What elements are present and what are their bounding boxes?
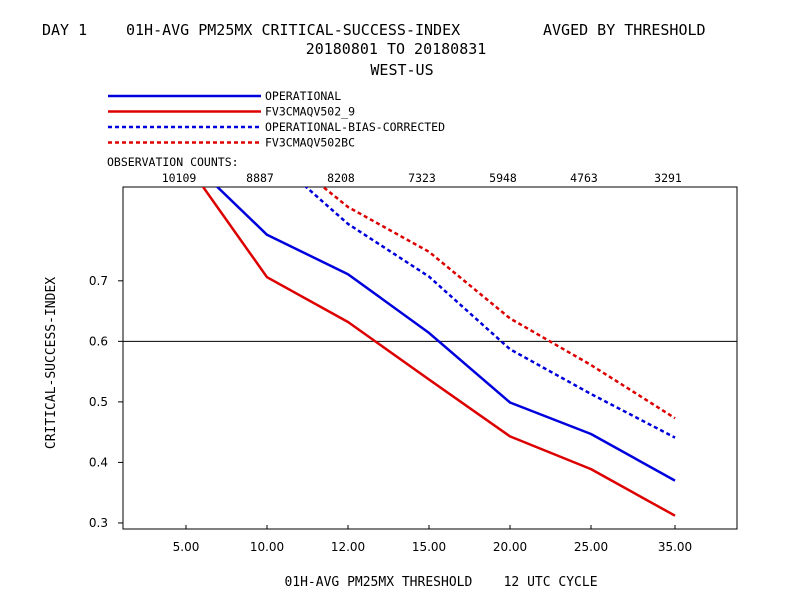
series-lines — [201, 187, 676, 517]
x-tick-label: 20.00 — [493, 540, 527, 554]
x-tick-label: 35.00 — [658, 540, 692, 554]
observation-count: 4763 — [570, 171, 598, 185]
x-tick-label: 10.00 — [250, 540, 284, 554]
x-tick-label: 5.00 — [173, 540, 200, 554]
chart-title-day: DAY 1 — [42, 21, 87, 39]
observation-count: 7323 — [408, 171, 436, 185]
x-tick-label: 12.00 — [331, 540, 365, 554]
observation-count: 8887 — [246, 171, 274, 185]
y-axis: 0.3 0.4 0.5 0.6 0.7 — [89, 274, 123, 530]
observation-count: 5948 — [489, 171, 517, 185]
legend-label: FV3CMAQV502BC — [265, 136, 355, 150]
y-tick-label: 0.6 — [89, 334, 108, 348]
observation-counts: 10109 8887 8208 7323 5948 4763 3291 — [162, 171, 682, 185]
series-line — [215, 187, 676, 482]
y-tick-label: 0.7 — [89, 274, 108, 288]
legend-label: OPERATIONAL — [265, 89, 341, 103]
x-tick-label: 15.00 — [412, 540, 446, 554]
chart-title-avg: AVGED BY THRESHOLD — [543, 21, 706, 39]
observation-count: 10109 — [162, 171, 197, 185]
observation-counts-label: OBSERVATION COUNTS: — [107, 155, 239, 169]
y-tick-label: 0.4 — [89, 455, 108, 469]
legend-label: FV3CMAQV502_9 — [265, 105, 355, 119]
legend-label: OPERATIONAL-BIAS-CORRECTED — [265, 120, 445, 134]
observation-count: 3291 — [654, 171, 682, 185]
x-tick-label: 25.00 — [574, 540, 608, 554]
chart-title: 01H-AVG PM25MX CRITICAL-SUCCESS-INDEX — [126, 21, 460, 39]
chart-subtitle-dates: 20180801 TO 20180831 — [306, 40, 487, 58]
plot-frame — [122, 186, 738, 530]
chart-subtitle-region: WEST-US — [370, 61, 433, 79]
y-tick-label: 0.5 — [89, 395, 108, 409]
observation-count: 8208 — [327, 171, 355, 185]
y-axis-label: CRITICAL-SUCCESS-INDEX — [44, 277, 59, 449]
y-tick-label: 0.3 — [89, 516, 108, 530]
legend: OPERATIONAL FV3CMAQV502_9OPERATIONAL-BIAS… — [108, 89, 445, 150]
x-axis: 5.00 10.00 12.00 15.00 20.00 25.00 35.00 — [173, 525, 692, 554]
series-line — [201, 187, 676, 517]
x-axis-label: 01H-AVG PM25MX THRESHOLD 12 UTC CYCLE — [284, 575, 597, 590]
series-line — [304, 187, 676, 439]
